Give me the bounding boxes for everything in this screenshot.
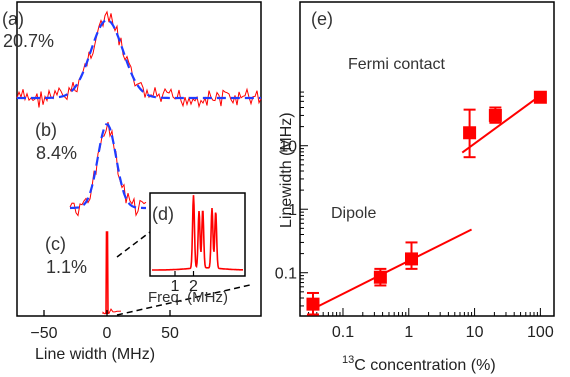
data-point: [533, 90, 547, 104]
left-x-tick-label: −50: [30, 325, 57, 342]
y-tick-label: 10: [279, 139, 297, 156]
inset-tick-label: 2: [189, 278, 198, 295]
label-b: (b): [35, 120, 57, 140]
inset-spectrum: [152, 195, 243, 271]
data-point: [373, 270, 387, 284]
x-tick-label: 10: [466, 324, 484, 341]
x-axis-label: 13C concentration (%): [342, 354, 496, 374]
left-x-tick-label: 50: [161, 325, 179, 342]
data-point: [488, 108, 502, 122]
x-axis-label-superscript: 13: [342, 354, 354, 366]
right-plot-frame: [299, 1, 555, 317]
left-x-axis-label: Line width (MHz): [35, 346, 155, 363]
concentration-a: 20.7%: [3, 31, 54, 51]
inset-connector-upper: [116, 231, 151, 258]
left-x-tick-label: 0: [103, 325, 112, 342]
series-label-fermi-contact: Fermi contact: [348, 56, 445, 73]
concentration-c: 1.1%: [46, 257, 87, 277]
data-points: [306, 90, 547, 316]
x-tick-label: 1: [404, 324, 413, 341]
left-traces: [16, 10, 262, 315]
y-axis-label: Linewidth (MHz): [278, 112, 295, 228]
x-axis-label-main: C concentration (%): [354, 357, 495, 374]
data-point: [306, 297, 320, 311]
fit-a: [17, 18, 261, 100]
left-x-ticks: −50 0 50: [30, 310, 179, 342]
label-e: (e): [311, 9, 333, 29]
label-a: (a): [2, 9, 24, 29]
inset-x-axis-label: Freq. (MHz): [148, 289, 228, 306]
fit-b: [69, 123, 146, 210]
fit-line: [461, 94, 541, 154]
fit-line: [312, 228, 473, 310]
trace-b: [69, 121, 147, 217]
y-tick-label: 1: [288, 202, 297, 219]
data-point: [463, 126, 477, 140]
series-label-dipole: Dipole: [331, 205, 376, 222]
concentration-b: 8.4%: [36, 143, 77, 163]
right-panel: 0.1 1 10 100 0.1 1 10 (e) Fermi contact Dipole…: [275, 1, 555, 374]
left-plot-frame: [16, 1, 262, 317]
fit-lines: [312, 94, 541, 310]
label-c: (c): [45, 234, 66, 254]
inset-label-d: (d): [152, 204, 174, 224]
x-tick-label: 0.1: [332, 324, 354, 341]
y-tick-label: 0.1: [275, 266, 297, 283]
trace-c-peak: [105, 231, 109, 315]
x-tick-label: 100: [527, 324, 554, 341]
trace-a: [16, 10, 262, 109]
inset-tick-label: 1: [171, 278, 180, 295]
trace-c-baseline: [102, 308, 122, 315]
inset-connector-lower: [116, 284, 251, 316]
inset-trace: [152, 195, 243, 271]
right-axis-ticks: 0.1 1 10 100 0.1 1 10: [275, 91, 554, 341]
left-panel: −50 0 50 Line width (MHz) (a) 20.7% (b) 8.…: [2, 1, 262, 363]
data-point: [405, 252, 419, 266]
